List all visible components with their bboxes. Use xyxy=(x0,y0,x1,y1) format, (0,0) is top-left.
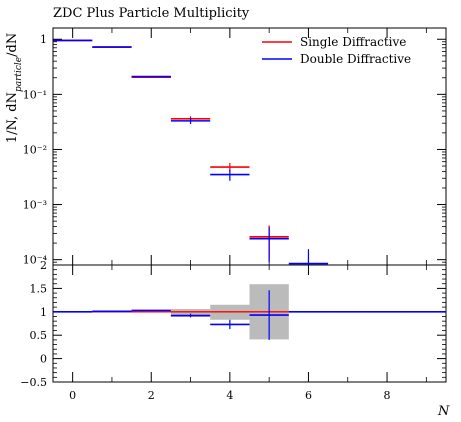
ratio-y-tick-label: 1 xyxy=(40,306,47,319)
legend-label: Double Diffractive xyxy=(300,52,411,66)
ratio-y-tick-label: 2 xyxy=(40,259,47,272)
ratio-panel: 2 1.5 1 0.5 0 −0.5 0 2 4 6 8 N xyxy=(20,259,450,419)
main-ticks: 1 10⁻¹ 10⁻² 10⁻³ 10⁻⁴ xyxy=(23,28,446,267)
y-tick-label: 1 xyxy=(40,33,47,46)
x-tick-label: 0 xyxy=(69,389,76,402)
chart-title: ZDC Plus Particle Multiplicity xyxy=(53,6,250,21)
y-tick-label: 10⁻⁴ xyxy=(23,254,48,267)
y-tick-label: 10⁻³ xyxy=(23,199,47,212)
ratio-ticks: 2 1.5 1 0.5 0 −0.5 0 2 4 6 8 xyxy=(20,259,446,402)
x-tick-label: 4 xyxy=(226,389,233,402)
uncertainty-band-bin xyxy=(170,308,211,317)
x-axis-label: N xyxy=(437,404,450,419)
y-tick-label: 10⁻² xyxy=(23,143,47,156)
ratio-y-tick-label: −0.5 xyxy=(20,376,47,389)
main-data xyxy=(53,39,329,265)
x-tick-label: 6 xyxy=(305,389,312,402)
main-panel: 1 10⁻¹ 10⁻² 10⁻³ 10⁻⁴ 1/N, dNparticle/dN Sin… xyxy=(5,27,447,267)
x-tick-label: 8 xyxy=(384,389,391,402)
ratio-y-tick-label: 0.5 xyxy=(30,329,48,342)
ratio-plot-frame xyxy=(52,264,447,383)
y-tick-label: 10⁻¹ xyxy=(23,88,47,101)
ratio-data xyxy=(53,290,446,340)
legend-label: Single Diffractive xyxy=(300,35,406,49)
ratio-y-tick-label: 1.5 xyxy=(30,282,48,295)
y-axis-label: 1/N, dNparticle/dN xyxy=(5,33,24,143)
x-tick-label: 2 xyxy=(148,389,155,402)
ratio-y-tick-label: 0 xyxy=(40,353,47,366)
legend: Single Diffractive Double Diffractive xyxy=(262,35,411,66)
